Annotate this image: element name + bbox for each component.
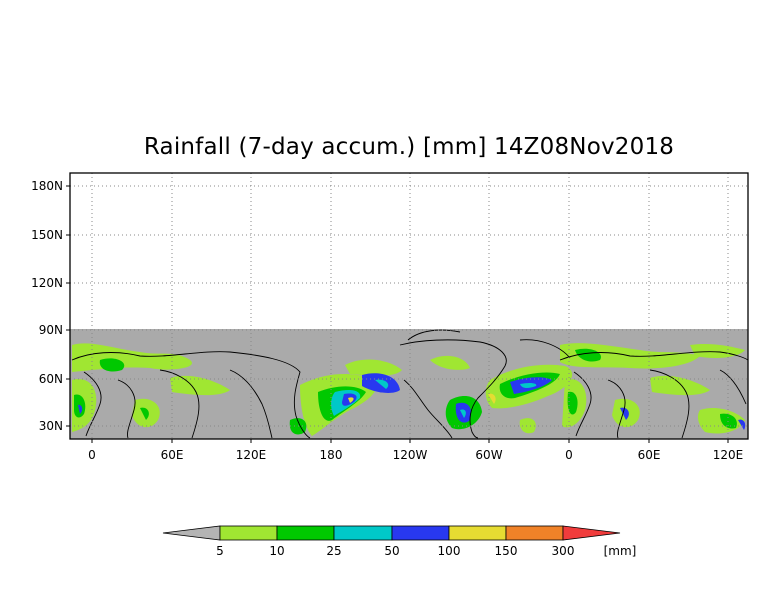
color-bar-below-arrow [162, 525, 221, 541]
legend-unit: [mm] [604, 544, 637, 558]
legend-label: 300 [552, 544, 575, 558]
map-frame [69, 172, 749, 440]
legend-label: 25 [326, 544, 341, 558]
lat-label: 60N [39, 372, 63, 386]
lat-label: 90N [39, 323, 63, 337]
color-bar-segment [391, 525, 450, 541]
lon-label: 120E [713, 448, 744, 462]
color-bar-labels: 5 10 25 50 100 150 300 [mm] [216, 544, 636, 558]
coastlines [71, 329, 749, 439]
longitude-labels: 0 60E 120E 180 120W 60W 0 60E 120E [88, 448, 743, 462]
color-bar-above-arrow [562, 525, 621, 541]
lat-label: 120N [31, 276, 63, 290]
lat-label: 180N [31, 179, 63, 193]
color-bar-segment [333, 525, 393, 541]
lon-label: 180 [320, 448, 343, 462]
lon-label: 60E [161, 448, 184, 462]
lon-label: 0 [88, 448, 96, 462]
legend-label: 100 [438, 544, 461, 558]
lat-label: 30N [39, 419, 63, 433]
color-bar-segment [219, 525, 278, 541]
lon-label: 0 [565, 448, 573, 462]
color-bar-segment [448, 525, 507, 541]
legend-label: 10 [269, 544, 284, 558]
tick-marks [66, 185, 729, 443]
legend-label: 5 [216, 544, 224, 558]
color-bar-segment [276, 525, 335, 541]
page-title: Rainfall (7-day accum.) [mm] 14Z08Nov201… [143, 134, 675, 160]
legend-label: 50 [384, 544, 399, 558]
color-bar [162, 525, 621, 541]
lon-label: 60W [475, 448, 502, 462]
lon-label: 120E [236, 448, 267, 462]
lon-label: 60E [638, 448, 661, 462]
latitude-labels: 180N 150N 120N 90N 60N 30N [31, 179, 63, 433]
lon-label: 120W [393, 448, 428, 462]
color-bar-segment [505, 525, 564, 541]
graticule [70, 173, 748, 439]
legend-label: 150 [495, 544, 518, 558]
lat-label: 150N [31, 228, 63, 242]
